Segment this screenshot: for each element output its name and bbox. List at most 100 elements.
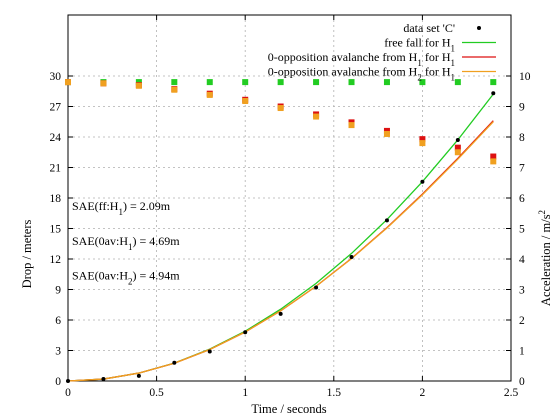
data-point — [278, 311, 283, 316]
sae-text: SAE(ff:H — [72, 199, 119, 213]
legend-entry-label: data set 'C' — [403, 21, 455, 35]
x-tick-label: 1.5 — [327, 387, 342, 399]
series-squares-dd1111 — [65, 79, 497, 160]
y-right-tick-label: 1 — [519, 346, 525, 358]
data-point-square — [383, 79, 390, 86]
legend-text: data set 'C' — [403, 21, 455, 35]
data-point-square — [206, 79, 213, 86]
sae-subscript: 1 — [128, 242, 133, 252]
y-left-tick-label: 3 — [55, 346, 61, 358]
tick-marks — [67, 15, 512, 382]
data-point-square — [490, 158, 497, 165]
series-curve-f0a020 — [67, 121, 494, 382]
legend-sample-point — [477, 26, 481, 30]
data-point — [66, 379, 70, 383]
y-left-tick-labels: 0 3 6 9 12 15 18 21 24 27 30 — [50, 71, 62, 388]
y-left-tick-label: 27 — [50, 102, 62, 114]
y-right-tick-label: 9 — [519, 102, 525, 114]
sae-text: SAE(0av:H — [72, 234, 128, 248]
data-point — [314, 285, 319, 290]
data-point-square — [348, 122, 355, 129]
y-left-tick-label: 30 — [50, 71, 62, 83]
legend-entry-label: 0-opposition avalanche from H1 for H1 — [268, 50, 455, 68]
data-point-square — [454, 79, 461, 86]
data-point-square — [277, 79, 284, 86]
data-point-square — [100, 80, 107, 87]
legend-subscript: 1 — [451, 58, 456, 68]
data-point-square — [313, 79, 320, 86]
series-squares-22cc22 — [65, 79, 497, 86]
series-squares-f0a020 — [65, 79, 497, 165]
data-point-square — [242, 98, 249, 105]
series — [65, 79, 497, 383]
x-tick-label: 1 — [242, 387, 248, 399]
data-point-square — [454, 144, 461, 151]
data-point-square — [171, 86, 178, 93]
sae-annotation: SAE(0av:H2) = 4.94m — [72, 268, 180, 286]
y-left-tick-label: 21 — [50, 163, 62, 175]
legend-subscript: 1 — [417, 58, 422, 68]
grid — [68, 15, 511, 381]
legend-subscript: 1 — [451, 73, 456, 83]
data-point-square — [313, 113, 320, 120]
data-point — [420, 179, 425, 184]
legend-text-tail: for H — [422, 65, 451, 79]
data-point-square — [171, 79, 178, 86]
data-point-square — [242, 79, 249, 86]
data-point-square — [419, 140, 426, 147]
y-right-tick-label: 10 — [519, 71, 531, 83]
legend-subscript: 1 — [451, 44, 456, 54]
y-left-tick-label: 0 — [55, 376, 61, 388]
series-line — [67, 121, 494, 382]
y-right-tick-label: 7 — [519, 163, 525, 175]
sae-value: ) = 4.94m — [133, 268, 181, 282]
y-left-tick-label: 9 — [55, 285, 61, 297]
sae-subscript: 2 — [128, 276, 133, 286]
legend-text: free fall for H — [384, 36, 451, 50]
legend-entry-label: free fall for H1 — [384, 36, 455, 54]
x-tick-label: 2.5 — [504, 387, 519, 399]
legend-entry-label: 0-opposition avalanche from H2 for H1 — [268, 65, 455, 83]
y-right-tick-label: 8 — [519, 132, 525, 144]
data-point — [243, 330, 248, 335]
data-point-square — [490, 153, 497, 160]
sae-annotation: SAE(0av:H1) = 4.69m — [72, 234, 180, 252]
sae-value: ) = 4.69m — [133, 234, 181, 248]
data-point-square — [419, 136, 426, 143]
y-left-tick-label: 15 — [50, 224, 62, 236]
data-point — [384, 218, 389, 223]
y-right-tick-label: 2 — [519, 315, 525, 327]
y-axis-right-label: Acceleration / m/s2 — [537, 210, 553, 306]
x-tick-label: 2 — [420, 387, 426, 399]
data-point — [491, 91, 496, 96]
legend: data set 'C'free fall for H10-opposition… — [268, 21, 496, 83]
x-tick-labels: 0 0.5 1 1.5 2 2.5 — [65, 387, 518, 399]
x-tick-label: 0.5 — [149, 387, 164, 399]
series-points-000000 — [66, 91, 496, 383]
data-point — [349, 254, 354, 259]
y-axis-right-label-text: Acceleration / m/s — [539, 214, 553, 306]
data-point-square — [65, 79, 71, 86]
data-point-square — [383, 127, 390, 134]
sae-value: ) = 2.09m — [123, 199, 171, 213]
legend-text: 0-opposition avalanche from H — [268, 50, 418, 64]
data-point-square — [490, 79, 497, 86]
sae-annotation: SAE(ff:H1) = 2.09m — [72, 199, 171, 217]
y-axis-left-label: Drop / meters — [20, 220, 34, 289]
data-point-square — [206, 91, 213, 98]
data-point-square — [277, 105, 284, 112]
y-right-tick-label: 3 — [519, 285, 525, 297]
data-point-square — [419, 79, 426, 86]
data-point-square — [135, 79, 142, 86]
x-axis-label: Time / seconds — [251, 402, 326, 416]
sae-subscript: 1 — [118, 207, 123, 217]
data-point — [172, 360, 177, 365]
legend-text: 0-opposition avalanche from H — [268, 65, 418, 79]
y-right-tick-labels: 0 1 2 3 4 5 6 7 8 9 10 — [519, 71, 531, 388]
y-axis-right-label-sup: 2 — [537, 210, 547, 215]
x-tick-label: 0 — [65, 387, 71, 399]
sae-text: SAE(0av:H — [72, 268, 128, 282]
y-left-tick-label: 12 — [50, 254, 62, 266]
y-right-tick-label: 4 — [519, 254, 525, 266]
legend-text-tail: for H — [422, 50, 451, 64]
